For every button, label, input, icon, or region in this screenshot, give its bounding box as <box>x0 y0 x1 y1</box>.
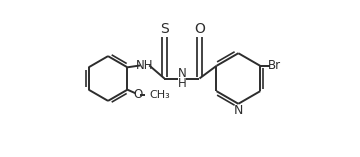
Text: S: S <box>160 22 169 36</box>
Text: O: O <box>134 88 143 101</box>
Text: O: O <box>194 22 205 36</box>
Text: CH₃: CH₃ <box>149 89 170 100</box>
Text: N: N <box>177 67 186 80</box>
Text: Br: Br <box>268 59 282 72</box>
Text: N: N <box>234 104 243 117</box>
Text: NH: NH <box>136 59 154 72</box>
Text: H: H <box>177 77 186 90</box>
